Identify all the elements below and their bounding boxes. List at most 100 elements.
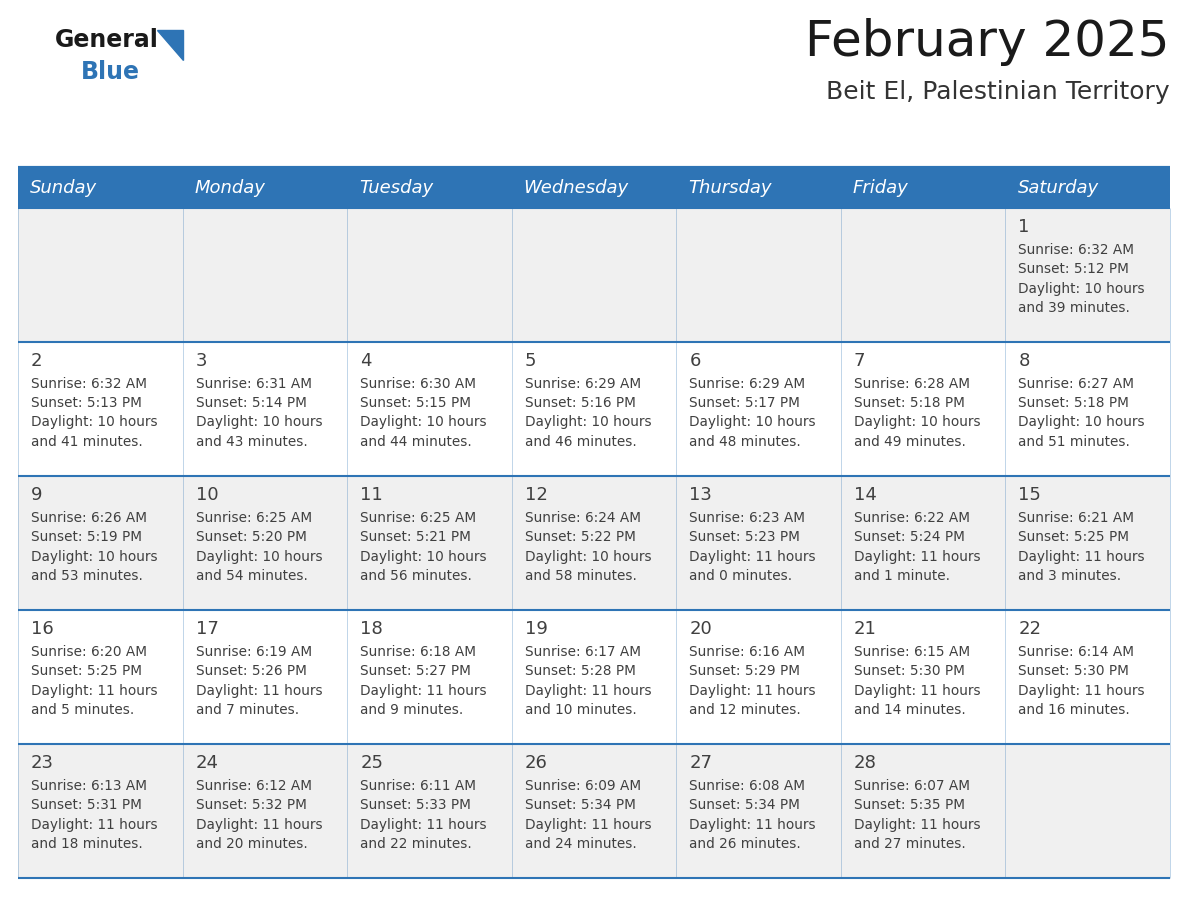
Text: 10: 10 — [196, 486, 219, 504]
Text: 3: 3 — [196, 352, 207, 370]
Text: Daylight: 11 hours: Daylight: 11 hours — [525, 818, 651, 832]
Text: Sunset: 5:13 PM: Sunset: 5:13 PM — [31, 396, 141, 410]
Text: 1: 1 — [1018, 218, 1030, 236]
Text: Thursday: Thursday — [688, 179, 772, 197]
Bar — [347, 208, 512, 342]
Text: Tuesday: Tuesday — [359, 179, 434, 197]
Text: Daylight: 11 hours: Daylight: 11 hours — [525, 684, 651, 698]
Text: Sunrise: 6:17 AM: Sunrise: 6:17 AM — [525, 644, 640, 658]
Text: 11: 11 — [360, 486, 383, 504]
Text: Sunset: 5:20 PM: Sunset: 5:20 PM — [196, 530, 307, 544]
Text: 15: 15 — [1018, 486, 1042, 504]
Text: Sunset: 5:35 PM: Sunset: 5:35 PM — [854, 798, 965, 812]
Text: Sunset: 5:33 PM: Sunset: 5:33 PM — [360, 798, 470, 812]
Text: 23: 23 — [31, 754, 53, 772]
Text: Sunset: 5:30 PM: Sunset: 5:30 PM — [1018, 664, 1130, 678]
Text: Daylight: 11 hours: Daylight: 11 hours — [196, 684, 322, 698]
Text: Sunset: 5:25 PM: Sunset: 5:25 PM — [1018, 530, 1130, 544]
Text: Sunrise: 6:22 AM: Sunrise: 6:22 AM — [854, 510, 969, 524]
Text: Sunrise: 6:09 AM: Sunrise: 6:09 AM — [525, 778, 640, 792]
Text: Saturday: Saturday — [1017, 179, 1099, 197]
Text: Blue: Blue — [81, 60, 140, 84]
Bar — [18, 476, 183, 610]
Text: and 22 minutes.: and 22 minutes. — [360, 837, 472, 851]
Text: and 1 minute.: and 1 minute. — [854, 569, 950, 583]
Text: Daylight: 10 hours: Daylight: 10 hours — [196, 416, 322, 430]
Text: Sunrise: 6:14 AM: Sunrise: 6:14 AM — [1018, 644, 1135, 658]
Bar — [841, 342, 1005, 476]
Text: Sunset: 5:25 PM: Sunset: 5:25 PM — [31, 664, 143, 678]
Text: 14: 14 — [854, 486, 877, 504]
Text: Daylight: 11 hours: Daylight: 11 hours — [854, 684, 980, 698]
Bar — [347, 610, 512, 744]
Bar — [18, 610, 183, 744]
Text: and 5 minutes.: and 5 minutes. — [31, 703, 134, 717]
Bar — [841, 610, 1005, 744]
Bar — [1005, 168, 1170, 208]
Bar — [676, 476, 841, 610]
Bar — [841, 744, 1005, 878]
Text: 21: 21 — [854, 620, 877, 638]
Bar — [676, 744, 841, 878]
Text: Sunrise: 6:12 AM: Sunrise: 6:12 AM — [196, 778, 311, 792]
Text: Daylight: 11 hours: Daylight: 11 hours — [689, 818, 816, 832]
Text: Sunrise: 6:29 AM: Sunrise: 6:29 AM — [689, 376, 805, 390]
Text: Daylight: 11 hours: Daylight: 11 hours — [854, 550, 980, 564]
Text: Daylight: 11 hours: Daylight: 11 hours — [689, 550, 816, 564]
Text: Daylight: 11 hours: Daylight: 11 hours — [196, 818, 322, 832]
Text: and 14 minutes.: and 14 minutes. — [854, 703, 966, 717]
Bar — [18, 208, 183, 342]
Text: and 43 minutes.: and 43 minutes. — [196, 435, 308, 449]
Text: 12: 12 — [525, 486, 548, 504]
Bar — [676, 208, 841, 342]
Text: 8: 8 — [1018, 352, 1030, 370]
Text: Sunrise: 6:26 AM: Sunrise: 6:26 AM — [31, 510, 147, 524]
Text: Sunrise: 6:24 AM: Sunrise: 6:24 AM — [525, 510, 640, 524]
Bar — [1005, 342, 1170, 476]
Text: and 20 minutes.: and 20 minutes. — [196, 837, 308, 851]
Text: Daylight: 11 hours: Daylight: 11 hours — [854, 818, 980, 832]
Bar — [1005, 744, 1170, 878]
Text: Sunrise: 6:11 AM: Sunrise: 6:11 AM — [360, 778, 476, 792]
Text: 13: 13 — [689, 486, 712, 504]
Text: Daylight: 10 hours: Daylight: 10 hours — [31, 416, 158, 430]
Text: Monday: Monday — [195, 179, 265, 197]
Text: and 49 minutes.: and 49 minutes. — [854, 435, 966, 449]
Text: Daylight: 11 hours: Daylight: 11 hours — [31, 818, 158, 832]
Bar — [183, 342, 347, 476]
Text: 5: 5 — [525, 352, 536, 370]
Text: Sunrise: 6:18 AM: Sunrise: 6:18 AM — [360, 644, 476, 658]
Bar — [676, 168, 841, 208]
Text: and 53 minutes.: and 53 minutes. — [31, 569, 143, 583]
Text: Sunset: 5:17 PM: Sunset: 5:17 PM — [689, 396, 801, 410]
Text: Sunrise: 6:08 AM: Sunrise: 6:08 AM — [689, 778, 805, 792]
Bar — [18, 168, 183, 208]
Text: Daylight: 10 hours: Daylight: 10 hours — [525, 416, 651, 430]
Text: Sunrise: 6:29 AM: Sunrise: 6:29 AM — [525, 376, 640, 390]
Bar — [18, 744, 183, 878]
Text: and 41 minutes.: and 41 minutes. — [31, 435, 143, 449]
Bar — [1005, 476, 1170, 610]
Bar — [183, 208, 347, 342]
Text: and 9 minutes.: and 9 minutes. — [360, 703, 463, 717]
Text: and 27 minutes.: and 27 minutes. — [854, 837, 966, 851]
Text: 20: 20 — [689, 620, 712, 638]
Bar — [512, 208, 676, 342]
Text: Sunset: 5:18 PM: Sunset: 5:18 PM — [1018, 396, 1130, 410]
Text: and 0 minutes.: and 0 minutes. — [689, 569, 792, 583]
Bar — [347, 476, 512, 610]
Text: Sunset: 5:26 PM: Sunset: 5:26 PM — [196, 664, 307, 678]
Text: and 12 minutes.: and 12 minutes. — [689, 703, 801, 717]
Text: Sunset: 5:31 PM: Sunset: 5:31 PM — [31, 798, 141, 812]
Text: Sunrise: 6:25 AM: Sunrise: 6:25 AM — [360, 510, 476, 524]
Bar — [512, 744, 676, 878]
Bar — [841, 168, 1005, 208]
Text: Friday: Friday — [853, 179, 909, 197]
Bar — [1005, 610, 1170, 744]
Text: and 54 minutes.: and 54 minutes. — [196, 569, 308, 583]
Text: and 18 minutes.: and 18 minutes. — [31, 837, 143, 851]
Text: 9: 9 — [31, 486, 43, 504]
Text: and 58 minutes.: and 58 minutes. — [525, 569, 637, 583]
Bar — [18, 342, 183, 476]
Text: Sunset: 5:29 PM: Sunset: 5:29 PM — [689, 664, 801, 678]
